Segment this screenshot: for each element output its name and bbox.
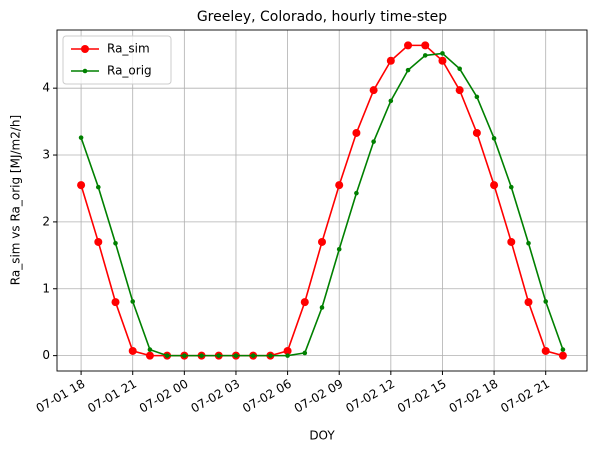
data-point	[386, 56, 395, 65]
data-point	[130, 299, 136, 304]
data-point	[472, 128, 481, 137]
data-point	[335, 181, 344, 190]
data-point	[354, 190, 359, 196]
data-point	[128, 346, 137, 355]
chart-title: Greeley, Colorado, hourly time-step	[197, 9, 447, 25]
data-point	[440, 51, 445, 56]
data-point	[78, 135, 84, 140]
data-point	[216, 353, 222, 358]
data-point	[113, 240, 118, 246]
data-point	[319, 305, 325, 310]
data-point	[352, 128, 361, 137]
legend-marker	[82, 68, 88, 74]
data-point	[558, 351, 567, 360]
axes-frame	[56, 29, 588, 372]
data-point	[405, 67, 411, 73]
data-point	[268, 353, 273, 358]
data-point	[490, 181, 499, 190]
data-point	[560, 347, 566, 352]
data-point	[336, 247, 342, 252]
data-point	[318, 237, 326, 246]
data-point	[474, 94, 480, 100]
data-point	[182, 353, 187, 358]
data-point	[95, 184, 101, 190]
data-point	[111, 298, 120, 307]
data-point	[94, 237, 103, 246]
y-tick-label: 0	[42, 348, 50, 362]
legend-label: Ra_sim	[107, 42, 150, 56]
data-point	[508, 184, 514, 190]
data-point	[285, 353, 290, 358]
data-point	[438, 56, 447, 65]
data-point	[250, 353, 256, 358]
x-axis-label: DOY	[309, 429, 335, 443]
y-tick-label: 2	[42, 214, 50, 228]
data-point	[164, 353, 170, 358]
y-tick-label: 3	[42, 148, 50, 162]
legend-label: Ra_orig	[107, 64, 152, 78]
data-point	[77, 181, 86, 190]
data-point	[233, 353, 239, 358]
data-point	[404, 41, 413, 50]
data-point	[457, 66, 462, 72]
data-point	[199, 353, 204, 358]
data-point	[455, 86, 464, 95]
data-point	[422, 53, 428, 58]
legend: Ra_sim Ra_orig	[62, 35, 172, 85]
data-point	[302, 350, 308, 356]
data-point	[524, 298, 533, 307]
data-point	[369, 86, 378, 95]
y-tick-label: 4	[42, 81, 50, 95]
data-point	[283, 346, 292, 355]
data-point	[147, 347, 153, 352]
legend-box	[62, 35, 172, 85]
data-point	[507, 237, 516, 246]
data-point	[388, 98, 394, 104]
data-point	[421, 41, 430, 50]
y-tick-label: 1	[42, 281, 50, 295]
data-point	[541, 346, 550, 355]
y-axis-label: Ra_sim vs Ra_orig [MJ/m2/h]	[9, 115, 23, 285]
data-point	[371, 139, 376, 144]
data-point	[145, 351, 154, 360]
data-point	[526, 240, 531, 246]
data-point	[491, 136, 497, 141]
data-point	[300, 298, 309, 307]
data-point	[543, 299, 549, 304]
legend-marker	[81, 45, 89, 53]
